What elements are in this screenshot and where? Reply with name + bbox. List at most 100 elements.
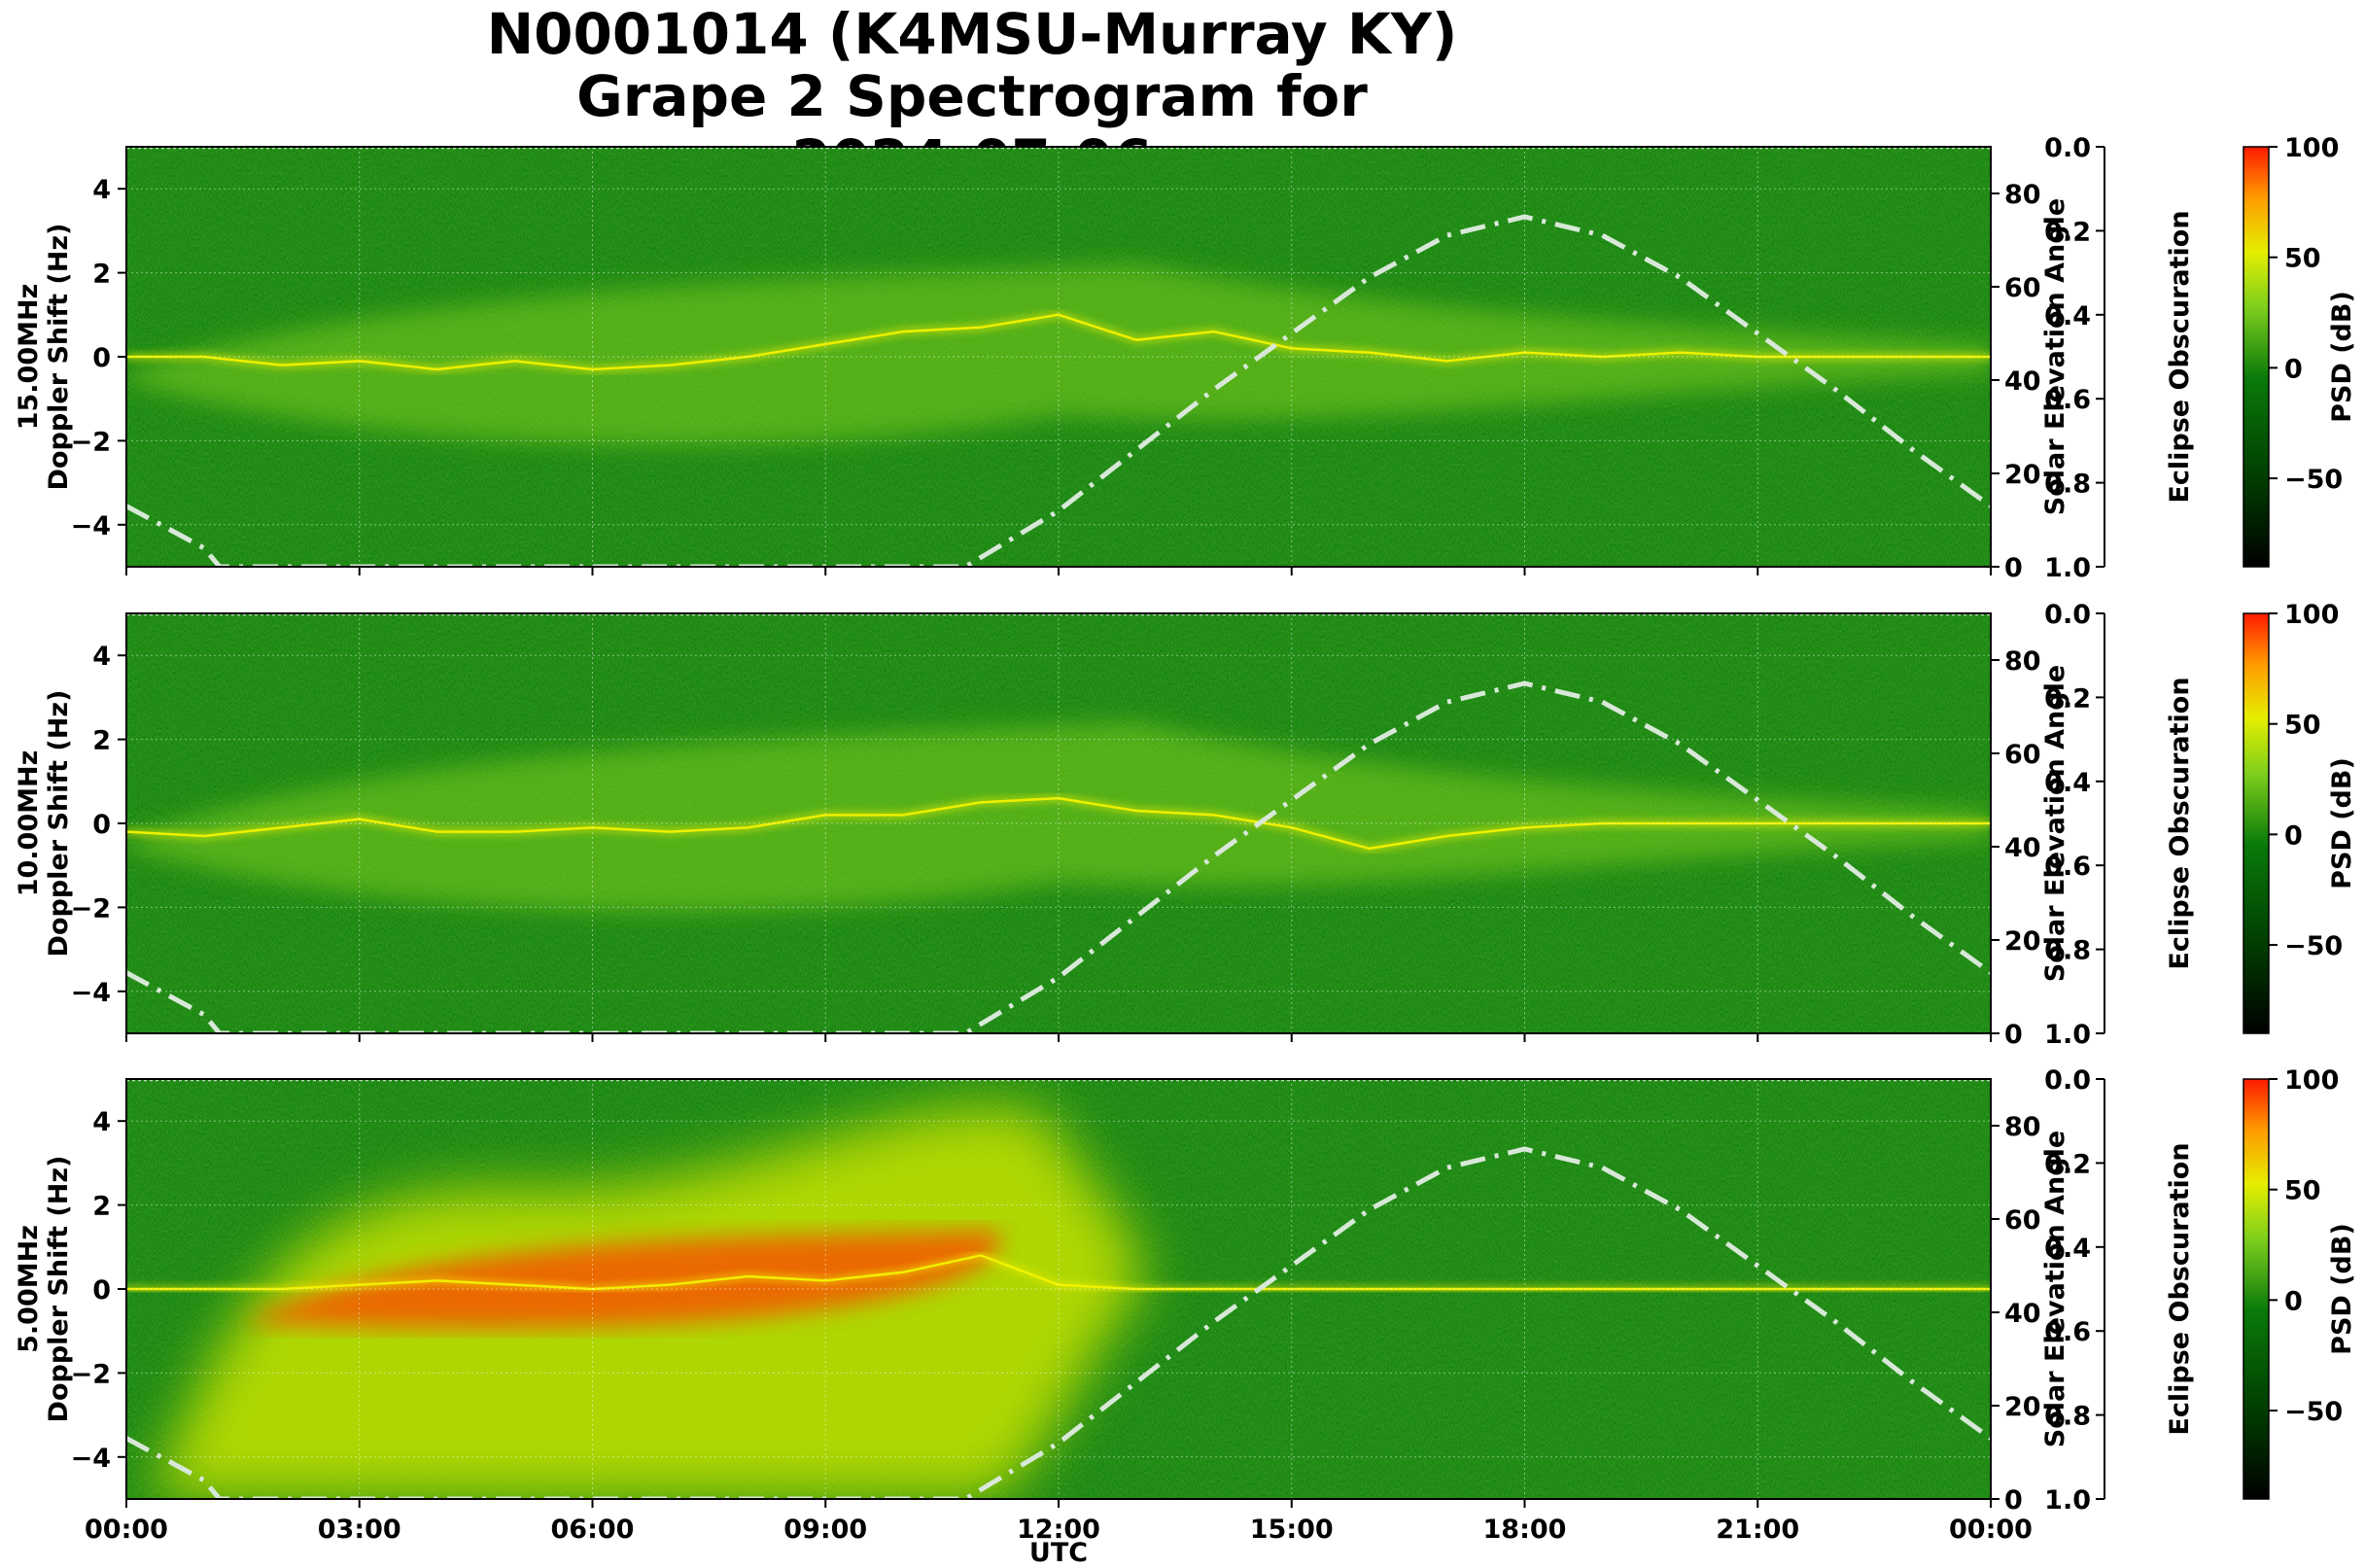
- signal-spread: [126, 722, 1991, 912]
- solar-elevation-line: [126, 214, 1991, 567]
- eclipse-tick-label: 0.6: [2044, 1317, 2091, 1347]
- right-tick-label: 40: [2004, 366, 2041, 397]
- y-axis-label: Doppler Shift (Hz): [44, 690, 74, 958]
- colorbar-label: PSD (dB): [2327, 757, 2357, 889]
- solar-elevation-line: [126, 1146, 1991, 1499]
- colorbar-tick-label: 50: [2284, 1176, 2321, 1206]
- solar-elevation-axis-label: Solar Elevation Angle: [2040, 1131, 2070, 1447]
- x-tick-label: 00:00: [1949, 1515, 2033, 1545]
- x-tick-label: 12:00: [1017, 1515, 1100, 1545]
- signal-trace: [126, 313, 1991, 371]
- x-axis-label: UTC: [1029, 1538, 1088, 1568]
- y-tick-label: 0: [92, 1275, 111, 1306]
- y-tick-label: 4: [92, 1107, 111, 1137]
- colorbar-tick-label: −50: [2284, 1397, 2343, 1427]
- eclipse-tick-label: 0.8: [2044, 936, 2091, 966]
- right-tick-label: 60: [2004, 273, 2041, 303]
- signal-trace: [126, 796, 1991, 851]
- eclipse-tick-label: 0.8: [2044, 470, 2091, 500]
- x-tick-label: 21:00: [1716, 1515, 1799, 1545]
- eclipse-tick-label: 0.8: [2044, 1402, 2091, 1432]
- right-tick-label: 40: [2004, 1299, 2041, 1329]
- right-tick-label: 20: [2004, 460, 2041, 490]
- y-tick-label: 2: [92, 1192, 111, 1222]
- eclipse-tick-label: 0.2: [2044, 1149, 2091, 1179]
- colorbar: [2243, 146, 2270, 568]
- colorbar-label: PSD (dB): [2327, 291, 2357, 423]
- right-tick-label: 0: [2004, 1020, 2023, 1050]
- eclipse-tick-label: 0.4: [2044, 1234, 2091, 1264]
- right-tick-label: 20: [2004, 926, 2041, 957]
- eclipse-tick-label: 0.2: [2044, 683, 2091, 714]
- colorbar-tick-label: 50: [2284, 711, 2321, 741]
- panel-1: −4 −2 0 2 4 10.00MHz Doppler Shift (Hz) 0 20 40 60…: [14, 600, 2357, 1050]
- eclipse-tick-label: 0.6: [2044, 385, 2091, 415]
- y-tick-label: 4: [92, 642, 111, 672]
- y-tick-label: −4: [71, 1444, 111, 1474]
- y-tick-label: −2: [71, 1359, 111, 1389]
- x-tick-label: 15:00: [1250, 1515, 1334, 1545]
- solar-elevation-axis-label: Solar Elevation Angle: [2040, 198, 2070, 515]
- eclipse-axis-label: Eclipse Obscuration: [2165, 210, 2195, 503]
- right-tick-label: 20: [2004, 1392, 2041, 1422]
- y-axis-label: Doppler Shift (Hz): [44, 1156, 74, 1423]
- y-tick-label: 2: [92, 726, 111, 756]
- y-tick-label: −2: [71, 427, 111, 457]
- colorbar-tick-label: 100: [2284, 133, 2339, 163]
- frequency-label: 10.00MHz: [14, 750, 44, 897]
- eclipse-tick-label: 0.0: [2044, 133, 2091, 163]
- y-tick-label: 0: [92, 810, 111, 840]
- right-tick-label: 80: [2004, 646, 2041, 677]
- panel-2: −4 −2 0 2 4 5.00MHz Doppler Shift (Hz) 0 20 40 60 8…: [14, 1065, 2357, 1545]
- y-tick-label: 4: [92, 175, 111, 205]
- y-tick-label: 0: [92, 343, 111, 373]
- chart-title: N0001014 (K4MSU-Murray KY): [486, 1, 1458, 67]
- eclipse-axis-label: Eclipse Obscuration: [2165, 677, 2195, 969]
- eclipse-tick-label: 1.0: [2044, 1020, 2091, 1050]
- y-tick-label: −4: [71, 511, 111, 541]
- y-axis-label: Doppler Shift (Hz): [44, 224, 74, 491]
- colorbar-tick-label: −50: [2284, 465, 2343, 495]
- frequency-label: 5.00MHz: [14, 1225, 44, 1353]
- right-tick-label: 40: [2004, 833, 2041, 863]
- plot-area: [126, 147, 1991, 567]
- right-tick-label: 80: [2004, 180, 2041, 210]
- solar-elevation-axis-label: Solar Elevation Angle: [2040, 665, 2070, 982]
- right-tick-label: 0: [2004, 1485, 2023, 1516]
- x-tick-label: 18:00: [1483, 1515, 1567, 1545]
- colorbar-tick-label: 100: [2284, 600, 2339, 630]
- signal-spread: [126, 263, 1991, 445]
- signal-trace: [126, 1254, 1991, 1291]
- eclipse-tick-label: 0.0: [2044, 600, 2091, 630]
- eclipse-axis-label: Eclipse Obscuration: [2165, 1142, 2195, 1435]
- colorbar-tick-label: −50: [2284, 931, 2343, 961]
- right-tick-label: 0: [2004, 553, 2023, 583]
- eclipse-tick-label: 0.0: [2044, 1065, 2091, 1096]
- colorbar-tick-label: 0: [2284, 354, 2303, 384]
- frequency-label: 15.00MHz: [14, 284, 44, 431]
- plot-area: [126, 613, 1991, 1033]
- colorbar: [2243, 612, 2270, 1034]
- right-tick-label: 60: [2004, 1205, 2041, 1236]
- x-tick-label: 09:00: [783, 1515, 867, 1545]
- right-tick-label: 60: [2004, 740, 2041, 770]
- colorbar-tick-label: 0: [2284, 1286, 2303, 1316]
- x-tick-label: 03:00: [318, 1515, 401, 1545]
- right-tick-label: 80: [2004, 1112, 2041, 1142]
- eclipse-tick-label: 0.4: [2044, 301, 2091, 331]
- eclipse-tick-label: 0.6: [2044, 852, 2091, 882]
- eclipse-tick-label: 1.0: [2044, 553, 2091, 583]
- eclipse-tick-label: 0.2: [2044, 217, 2091, 247]
- y-tick-label: 2: [92, 260, 111, 290]
- panel-0: −4 −2 0 2 4 15.00MHz Doppler Shift (Hz) 0 20 40 60…: [14, 133, 2357, 583]
- colorbar-tick-label: 0: [2284, 820, 2303, 851]
- colorbar-tick-label: 100: [2284, 1065, 2339, 1096]
- plot-area: [126, 1079, 1991, 1499]
- colorbar: [2243, 1078, 2270, 1500]
- strong-signal-core: [242, 1230, 1000, 1329]
- eclipse-tick-label: 0.4: [2044, 768, 2091, 798]
- y-tick-label: −2: [71, 893, 111, 923]
- solar-elevation-line: [126, 680, 1991, 1033]
- eclipse-tick-label: 1.0: [2044, 1485, 2091, 1516]
